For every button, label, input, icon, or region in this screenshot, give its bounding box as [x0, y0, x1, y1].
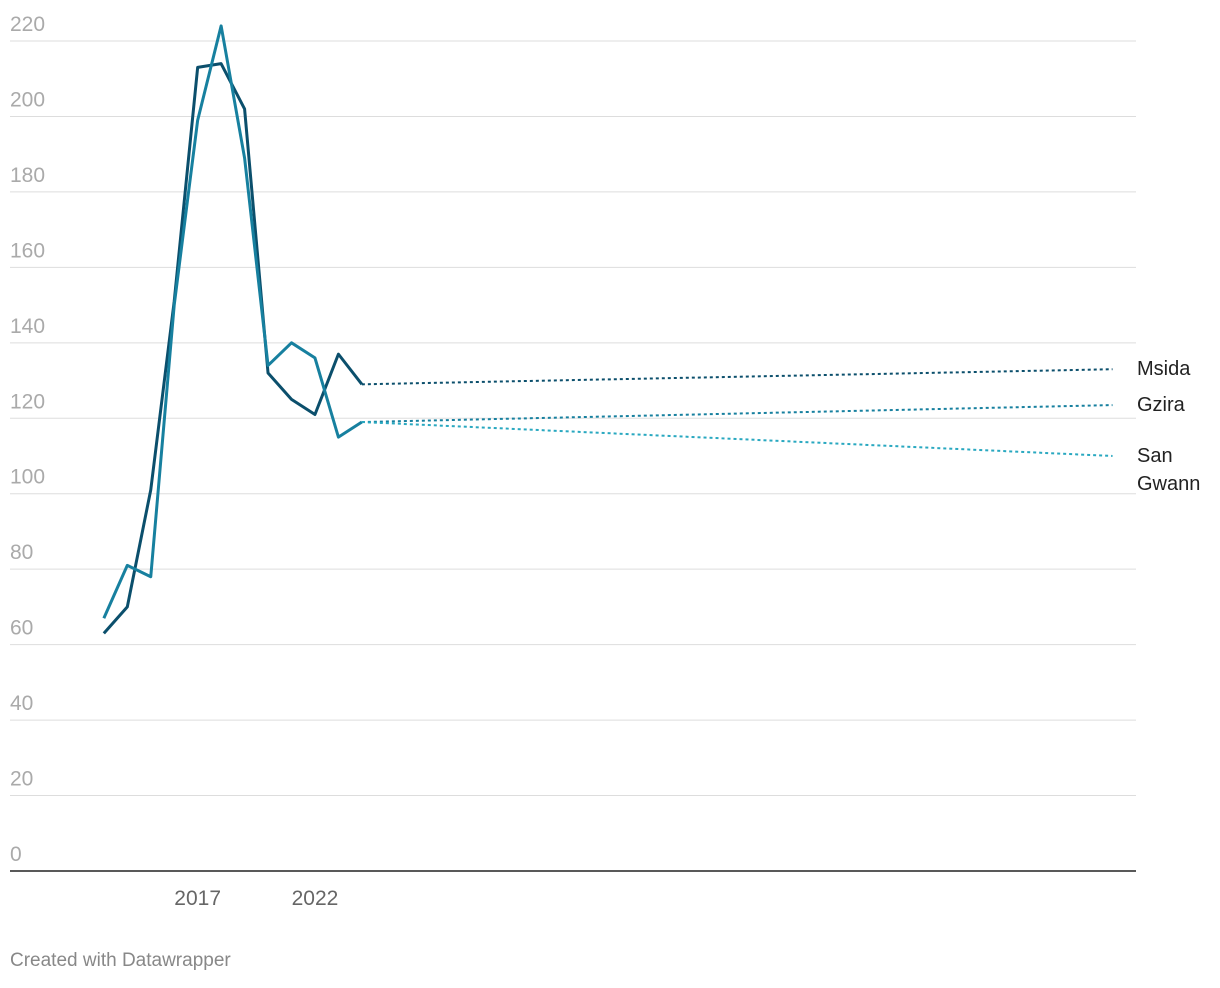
projection-line — [361, 404, 1113, 424]
y-tick-label: 220 — [10, 13, 45, 36]
x-tick-label: 2022 — [292, 887, 339, 910]
projection-line — [361, 368, 1113, 386]
series-label: San Gwann — [1137, 445, 1201, 495]
y-tick-label: 100 — [10, 466, 45, 489]
y-tick-label: 160 — [10, 239, 45, 262]
x-tick-label: 2017 — [174, 887, 221, 910]
y-tick-label: 140 — [10, 315, 45, 338]
y-tick-label: 20 — [10, 768, 33, 791]
y-tick-label: 180 — [10, 164, 45, 187]
y-tick-label: 60 — [10, 617, 33, 640]
series-label: Gzira — [1137, 394, 1185, 417]
series-label: Msida — [1137, 358, 1191, 381]
y-tick-label: 80 — [10, 541, 33, 564]
projection-line — [361, 421, 1113, 457]
y-tick-label: 200 — [10, 88, 45, 111]
y-tick-label: 40 — [10, 692, 33, 715]
y-tick-label: 120 — [10, 390, 45, 413]
y-tick-label: 0 — [10, 843, 22, 866]
line — [102, 24, 363, 619]
line — [102, 62, 364, 635]
footer: Created with Datawrapper — [10, 950, 231, 971]
